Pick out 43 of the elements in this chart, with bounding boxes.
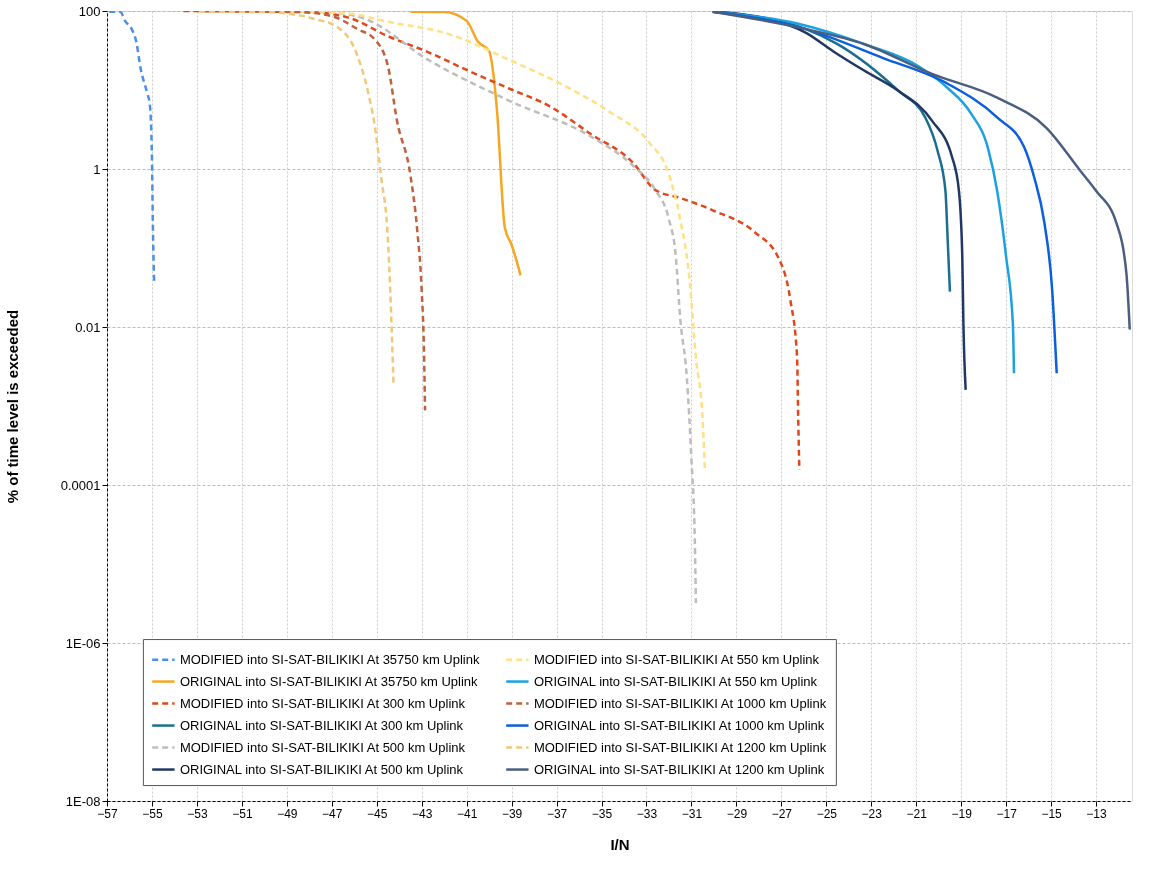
x-tick-label: −19 (951, 806, 973, 821)
x-tick-label: −45 (367, 806, 388, 821)
legend-label: MODIFIED into SI-SAT-BILIKIKI At 500 km Uplink (179, 739, 466, 755)
x-tick-label: −25 (816, 806, 838, 821)
legend-label: ORIGINAL into SI-SAT-BILIKIKI At 1200 km Uplink (533, 761, 825, 777)
y-tick-label: 100 (78, 3, 101, 19)
x-tick-label: −43 (412, 806, 433, 821)
x-tick-label: −27 (771, 806, 793, 821)
legend-label: ORIGINAL into SI-SAT-BILIKIKI At 500 km Uplink (179, 761, 464, 777)
y-tick-label: 0.0001 (60, 477, 101, 493)
x-tick-label: −35 (591, 806, 613, 821)
x-tick-label: −57 (97, 806, 118, 821)
x-tick-label: −55 (142, 806, 163, 821)
x-tick-label: −17 (996, 806, 1018, 821)
x-tick-label: −13 (1086, 806, 1108, 821)
y-tick-label: 1E-08 (65, 793, 101, 809)
y-tick-label: 0.01 (75, 319, 101, 335)
x-tick-label: −21 (906, 806, 928, 821)
x-tick-label: −31 (681, 806, 703, 821)
x-tick-label: −51 (232, 806, 253, 821)
x-tick-label: −41 (456, 806, 478, 821)
legend-label: MODIFIED into SI-SAT-BILIKIKI At 300 km Uplink (179, 695, 466, 711)
y-tick-label: 1E-06 (65, 635, 101, 651)
x-tick-label: −37 (546, 806, 568, 821)
x-tick-label: −29 (726, 806, 748, 821)
x-axis-title: I/N (610, 835, 630, 853)
x-tick-label: −47 (322, 806, 343, 821)
legend-label: MODIFIED into SI-SAT-BILIKIKI At 1200 km Uplink (533, 739, 827, 755)
legend-label: ORIGINAL into SI-SAT-BILIKIKI At 1000 km Uplink (533, 717, 825, 733)
x-tick-label: −53 (187, 806, 208, 821)
x-tick-label: −15 (1041, 806, 1063, 821)
legend-label: ORIGINAL into SI-SAT-BILIKIKI At 550 km Uplink (533, 673, 818, 689)
legend-label: ORIGINAL into SI-SAT-BILIKIKI At 300 km Uplink (179, 717, 464, 733)
x-tick-label: −39 (501, 806, 523, 821)
x-tick-label: −49 (277, 806, 298, 821)
legend-label: MODIFIED into SI-SAT-BILIKIKI At 550 km Uplink (533, 651, 820, 667)
legend-label: MODIFIED into SI-SAT-BILIKIKI At 35750 km Uplink (179, 651, 480, 667)
legend-label: MODIFIED into SI-SAT-BILIKIKI At 1000 km Uplink (533, 695, 827, 711)
x-tick-label: −33 (636, 806, 658, 821)
y-tick-label: 1 (93, 161, 101, 177)
x-tick-label: −23 (861, 806, 883, 821)
legend-label: ORIGINAL into SI-SAT-BILIKIKI At 35750 km Uplink (179, 673, 479, 689)
y-axis-title: % of time level is exceeded (3, 309, 21, 504)
